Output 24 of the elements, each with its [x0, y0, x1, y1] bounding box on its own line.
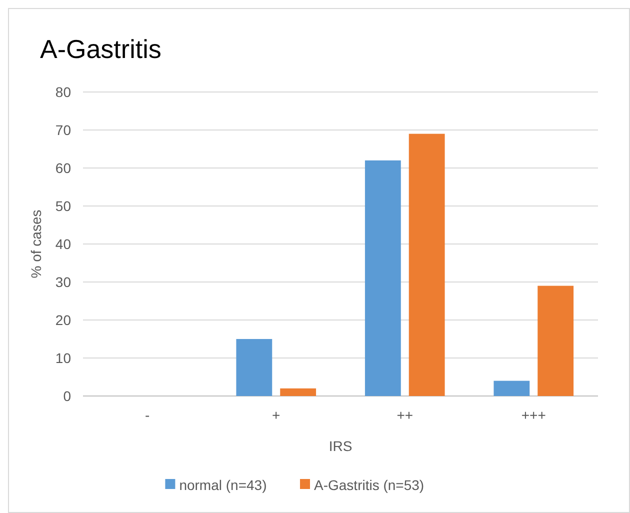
x-tick-label: ++: [396, 407, 414, 423]
bar: [236, 339, 272, 396]
bar: [494, 380, 530, 396]
y-tick-label: 80: [55, 84, 72, 100]
x-tick-label: +++: [521, 407, 546, 423]
legend-label: A-Gastritis (n=53): [314, 476, 424, 493]
y-tick-label: 20: [55, 312, 72, 328]
bar: [408, 134, 445, 396]
y-tick-label: 70: [55, 122, 72, 138]
bar: [538, 286, 574, 396]
y-tick-label: 40: [55, 236, 72, 252]
y-tick-label: 0: [63, 388, 72, 404]
y-tick-label: 10: [55, 350, 72, 366]
bar: [280, 388, 316, 396]
y-tick-label: 60: [55, 160, 72, 176]
x-axis-title: IRS: [328, 438, 352, 454]
bar: [364, 160, 401, 396]
legend-label: normal (n=43): [179, 476, 267, 493]
x-tick-label: -: [145, 407, 150, 423]
y-tick-label: 50: [55, 198, 72, 214]
y-tick-label: 30: [55, 274, 72, 290]
chart-title: A-Gastritis: [40, 34, 162, 64]
y-axis-title: % of cases: [28, 210, 44, 278]
x-tick-label: +: [272, 407, 280, 423]
